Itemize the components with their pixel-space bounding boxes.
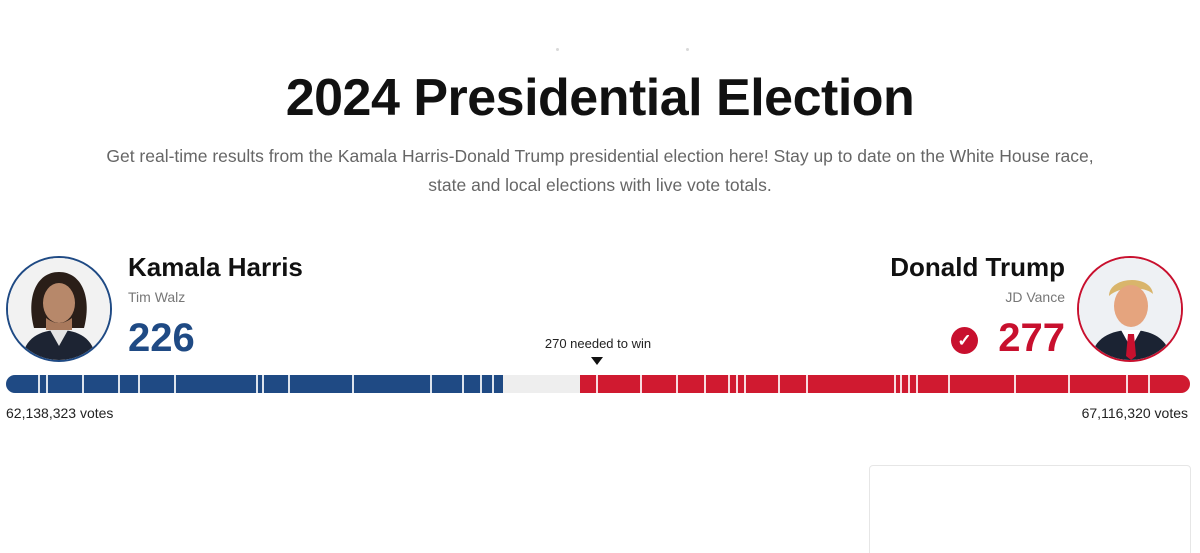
state-segment-divider [736, 375, 738, 393]
trump-bar-fill[interactable] [580, 375, 1190, 393]
trump-avatar[interactable] [1077, 256, 1183, 362]
state-segment-divider [948, 375, 950, 393]
subtitle-line-1: Get real-time results from the Kamala Ha… [106, 146, 1094, 166]
electoral-vote-bar[interactable] [6, 375, 1190, 393]
state-segment-divider [640, 375, 642, 393]
state-segment-divider [352, 375, 354, 393]
results-panel-card [869, 465, 1191, 553]
state-segment-divider [900, 375, 902, 393]
state-segment-divider [1148, 375, 1150, 393]
subtitle-line-2: state and local elections with live vote… [428, 175, 772, 195]
state-segment-divider [778, 375, 780, 393]
state-segment-divider [492, 375, 494, 393]
harris-running-mate: Tim Walz [128, 289, 186, 305]
state-segment-divider [138, 375, 140, 393]
state-segment-divider [806, 375, 808, 393]
state-segment-divider [288, 375, 290, 393]
harris-bar-fill[interactable] [6, 375, 503, 393]
state-segment-divider [462, 375, 464, 393]
state-segment-divider [894, 375, 896, 393]
state-segment-divider [1068, 375, 1070, 393]
trump-name[interactable]: Donald Trump [890, 252, 1065, 282]
state-segment-divider [916, 375, 918, 393]
page-title: 2024 Presidential Election [285, 69, 915, 127]
trump-running-mate: JD Vance [1005, 289, 1065, 305]
state-segment-divider [908, 375, 910, 393]
decorative-dot [686, 48, 689, 51]
state-segment-divider [118, 375, 120, 393]
trump-electoral-votes: 277 [998, 316, 1065, 360]
check-circle-icon: ✓ [951, 327, 978, 354]
state-segment-divider [430, 375, 432, 393]
state-segment-divider [480, 375, 482, 393]
page-subtitle: Get real-time results from the Kamala Ha… [70, 142, 1130, 200]
state-segment-divider [38, 375, 40, 393]
state-segment-divider [174, 375, 176, 393]
harris-electoral-votes: 226 [128, 316, 195, 360]
decorative-dot [556, 48, 559, 51]
harris-portrait-icon [8, 258, 110, 360]
state-segment-divider [744, 375, 746, 393]
state-segment-divider [704, 375, 706, 393]
state-segment-divider [46, 375, 48, 393]
threshold-label: 270 needed to win [544, 336, 652, 351]
state-segment-divider [728, 375, 730, 393]
trump-portrait-icon [1079, 258, 1181, 360]
state-segment-divider [82, 375, 84, 393]
harris-name[interactable]: Kamala Harris [128, 252, 303, 282]
state-segment-divider [262, 375, 264, 393]
state-segment-divider [676, 375, 678, 393]
state-segment-divider [596, 375, 598, 393]
trump-popular-votes: 67,116,320 votes [1081, 405, 1188, 421]
state-segment-divider [1014, 375, 1016, 393]
state-segment-divider [1126, 375, 1128, 393]
triangle-down-icon [591, 357, 603, 365]
harris-avatar[interactable] [6, 256, 112, 362]
harris-popular-votes: 62,138,323 votes [6, 405, 114, 421]
state-segment-divider [256, 375, 258, 393]
